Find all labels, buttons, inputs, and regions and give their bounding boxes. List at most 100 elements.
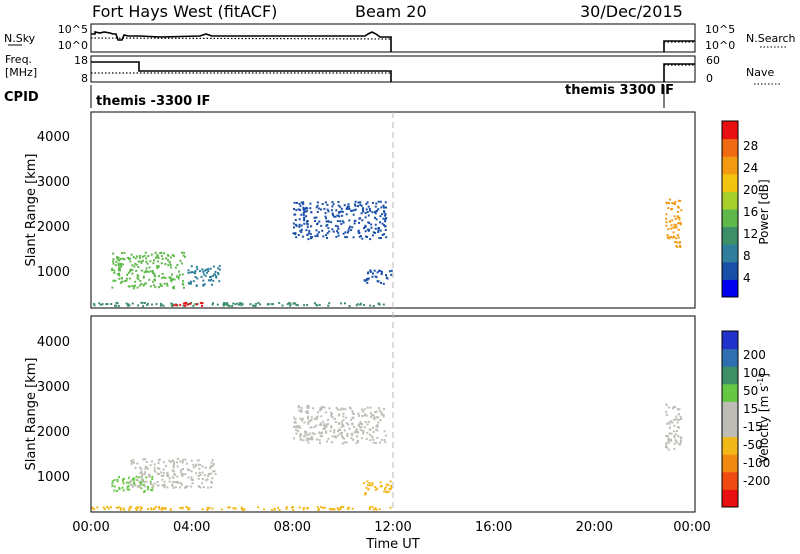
power-cell: [345, 207, 348, 210]
power-cell: [672, 226, 675, 229]
velocity-cell: [197, 477, 200, 480]
velocity-cell: [172, 464, 175, 467]
power-cell: [316, 211, 319, 213]
velocity-cell: [180, 483, 183, 486]
velocity-cell: [360, 422, 362, 425]
power-cell: [140, 301, 143, 304]
velocity-cell: [674, 433, 677, 436]
power-cell: [326, 203, 329, 206]
power-cell: [145, 257, 148, 260]
power-cell: [310, 237, 312, 240]
power-cell: [378, 237, 381, 239]
power-cell: [366, 272, 369, 275]
power-cell: [154, 286, 157, 289]
velocity-cell: [192, 479, 194, 481]
power-cbar-swatch: [722, 226, 738, 245]
power-cell: [218, 265, 221, 268]
velocity-cell: [302, 507, 305, 509]
power-cell: [390, 269, 393, 272]
velocity-cell: [301, 419, 303, 422]
power-cell: [318, 220, 321, 223]
power-cell: [145, 267, 148, 270]
velocity-cell: [122, 482, 125, 485]
velocity-cell: [383, 439, 386, 442]
nsky-trace: [91, 31, 392, 52]
power-cell: [187, 271, 190, 274]
power-cell: [364, 216, 367, 219]
xtick-00-start: 00:00: [72, 520, 109, 535]
power-cell: [359, 203, 362, 206]
velocity-cell: [209, 466, 212, 468]
power-cell: [153, 284, 155, 287]
power-cell: [672, 202, 675, 205]
velocity-cell: [134, 467, 137, 469]
velocity-cell: [199, 473, 202, 476]
power-cell: [351, 226, 354, 229]
velocity-cell: [381, 438, 383, 441]
power-cbar-swatch: [722, 138, 738, 157]
velocity-cell: [140, 481, 143, 484]
power-cell: [385, 236, 388, 239]
velocity-cell: [361, 408, 364, 411]
power-cell: [315, 216, 318, 219]
power-cell: [316, 204, 319, 207]
velocity-cell: [299, 417, 302, 420]
power-cell: [676, 215, 679, 218]
velocity-cell: [299, 432, 302, 435]
power-cell: [332, 203, 335, 206]
power-cell: [360, 212, 363, 215]
velocity-cell: [389, 506, 392, 509]
power-cell: [676, 246, 679, 249]
power-cell: [172, 304, 175, 307]
power-cell: [366, 281, 369, 284]
velocity-cell: [140, 474, 143, 477]
velocity-cell: [147, 474, 150, 477]
freq-trace: [91, 61, 392, 82]
velocity-cell: [667, 448, 670, 451]
power-cell: [385, 216, 388, 219]
velocity-cell: [309, 426, 312, 429]
power-cell: [367, 229, 370, 232]
velocity-cell: [369, 433, 371, 436]
velocity-cell: [665, 442, 668, 444]
velocity-cell: [160, 474, 163, 477]
power-cell: [178, 273, 181, 276]
velocity-cell: [187, 507, 190, 510]
power-cell: [674, 203, 676, 206]
power-cell: [236, 302, 239, 305]
power-cell: [357, 230, 360, 233]
power-cell: [358, 221, 360, 224]
velocity-cell: [320, 505, 323, 508]
velocity-cell: [319, 422, 322, 425]
velocity-cell: [160, 471, 163, 474]
velocity-cell: [368, 508, 371, 510]
power-cell: [202, 279, 205, 282]
velocity-cell: [341, 436, 344, 439]
velocity-cell: [310, 437, 313, 440]
velocity-cell: [379, 419, 382, 422]
velocity-cell: [672, 407, 674, 410]
power-cell: [141, 301, 144, 304]
velocity-cell: [333, 431, 336, 434]
power-cell: [163, 282, 166, 285]
velocity-ytick-1000: 1000: [37, 470, 70, 485]
velocity-cell: [186, 462, 188, 465]
velocity-cell: [307, 406, 310, 409]
velocity-cell: [674, 418, 677, 421]
velocity-cell: [201, 465, 204, 468]
velocity-cell: [294, 421, 297, 424]
power-cell: [340, 302, 343, 305]
power-cell: [156, 267, 159, 270]
power-cell: [366, 236, 369, 238]
velocity-cell: [357, 412, 360, 415]
velocity-cell: [122, 489, 125, 492]
velocity-cell: [671, 421, 674, 424]
power-cell: [366, 278, 369, 281]
velocity-cell: [383, 408, 385, 411]
velocity-cell: [234, 507, 237, 510]
velocity-cell: [337, 508, 340, 511]
velocity-cell: [319, 409, 321, 412]
velocity-cell: [364, 413, 367, 416]
power-cell: [160, 262, 163, 265]
power-cell: [367, 221, 370, 224]
